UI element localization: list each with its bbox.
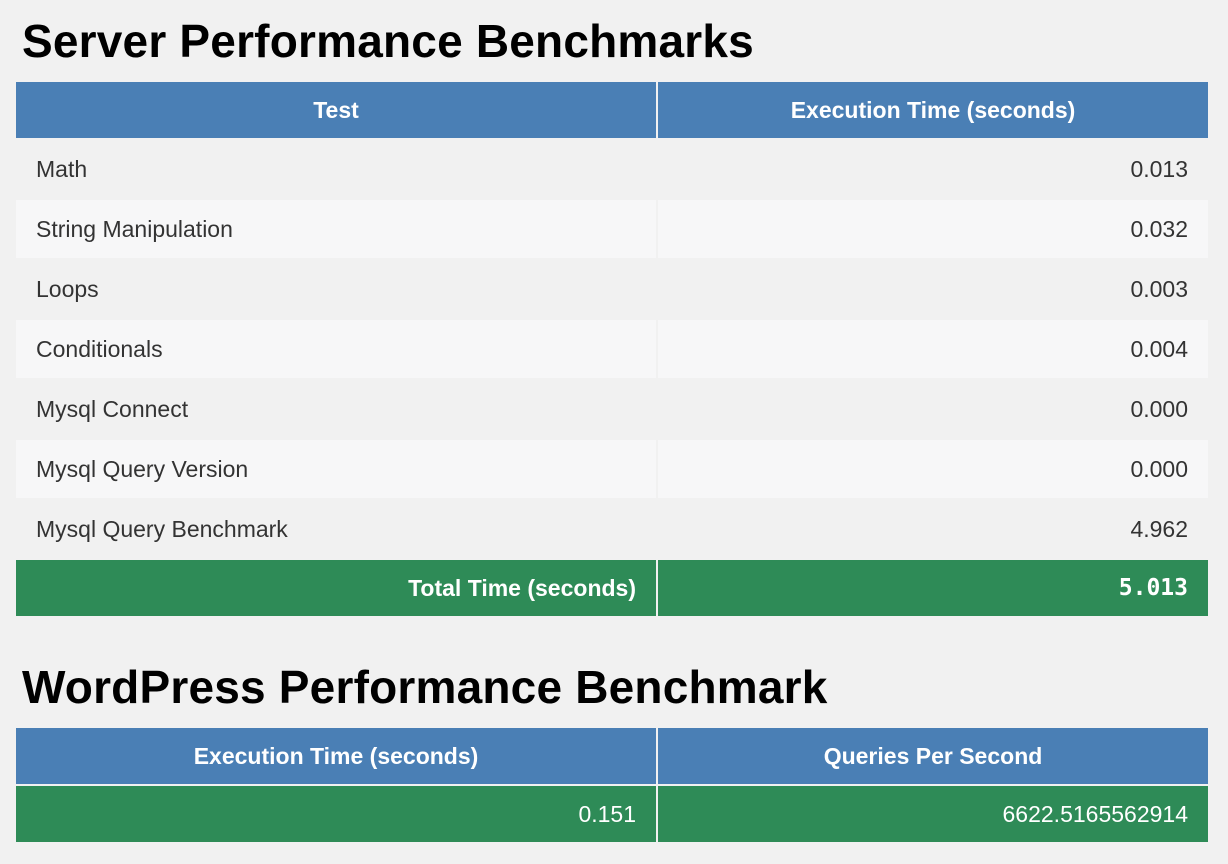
test-time: 4.962 [658, 500, 1208, 558]
test-time: 0.003 [658, 260, 1208, 318]
total-row: Total Time (seconds) 5.013 [16, 560, 1208, 616]
table-row: Mysql Query Benchmark 4.962 [16, 500, 1208, 558]
test-time: 0.032 [658, 200, 1208, 258]
test-time: 0.000 [658, 440, 1208, 498]
table-row: Mysql Query Version 0.000 [16, 440, 1208, 498]
test-time: 0.004 [658, 320, 1208, 378]
table-row: 0.151 6622.5165562914 [16, 786, 1208, 842]
header-execution-time: Execution Time (seconds) [16, 728, 656, 784]
test-name: Mysql Query Version [16, 440, 656, 498]
table-row: Loops 0.003 [16, 260, 1208, 318]
table-row: Mysql Connect 0.000 [16, 380, 1208, 438]
wp-execution-time: 0.151 [16, 786, 656, 842]
table-header-row: Test Execution Time (seconds) [16, 82, 1208, 138]
test-name: Mysql Connect [16, 380, 656, 438]
test-time: 0.013 [658, 140, 1208, 198]
test-name: Mysql Query Benchmark [16, 500, 656, 558]
wp-queries-per-second: 6622.5165562914 [658, 786, 1208, 842]
server-benchmarks-title: Server Performance Benchmarks [22, 15, 754, 67]
wordpress-benchmark-title: WordPress Performance Benchmark [22, 661, 828, 713]
test-name: Math [16, 140, 656, 198]
table-row: Math 0.013 [16, 140, 1208, 198]
header-test: Test [16, 82, 656, 138]
wordpress-benchmark-table: Execution Time (seconds) Queries Per Sec… [14, 726, 1210, 844]
table-row: Conditionals 0.004 [16, 320, 1208, 378]
total-value: 5.013 [658, 560, 1208, 616]
header-queries-per-second: Queries Per Second [658, 728, 1208, 784]
table-header-row: Execution Time (seconds) Queries Per Sec… [16, 728, 1208, 784]
test-name: String Manipulation [16, 200, 656, 258]
test-time: 0.000 [658, 380, 1208, 438]
test-name: Conditionals [16, 320, 656, 378]
header-execution-time: Execution Time (seconds) [658, 82, 1208, 138]
table-row: String Manipulation 0.032 [16, 200, 1208, 258]
total-label: Total Time (seconds) [16, 560, 656, 616]
test-name: Loops [16, 260, 656, 318]
server-benchmarks-table: Test Execution Time (seconds) Math 0.013… [14, 80, 1210, 618]
